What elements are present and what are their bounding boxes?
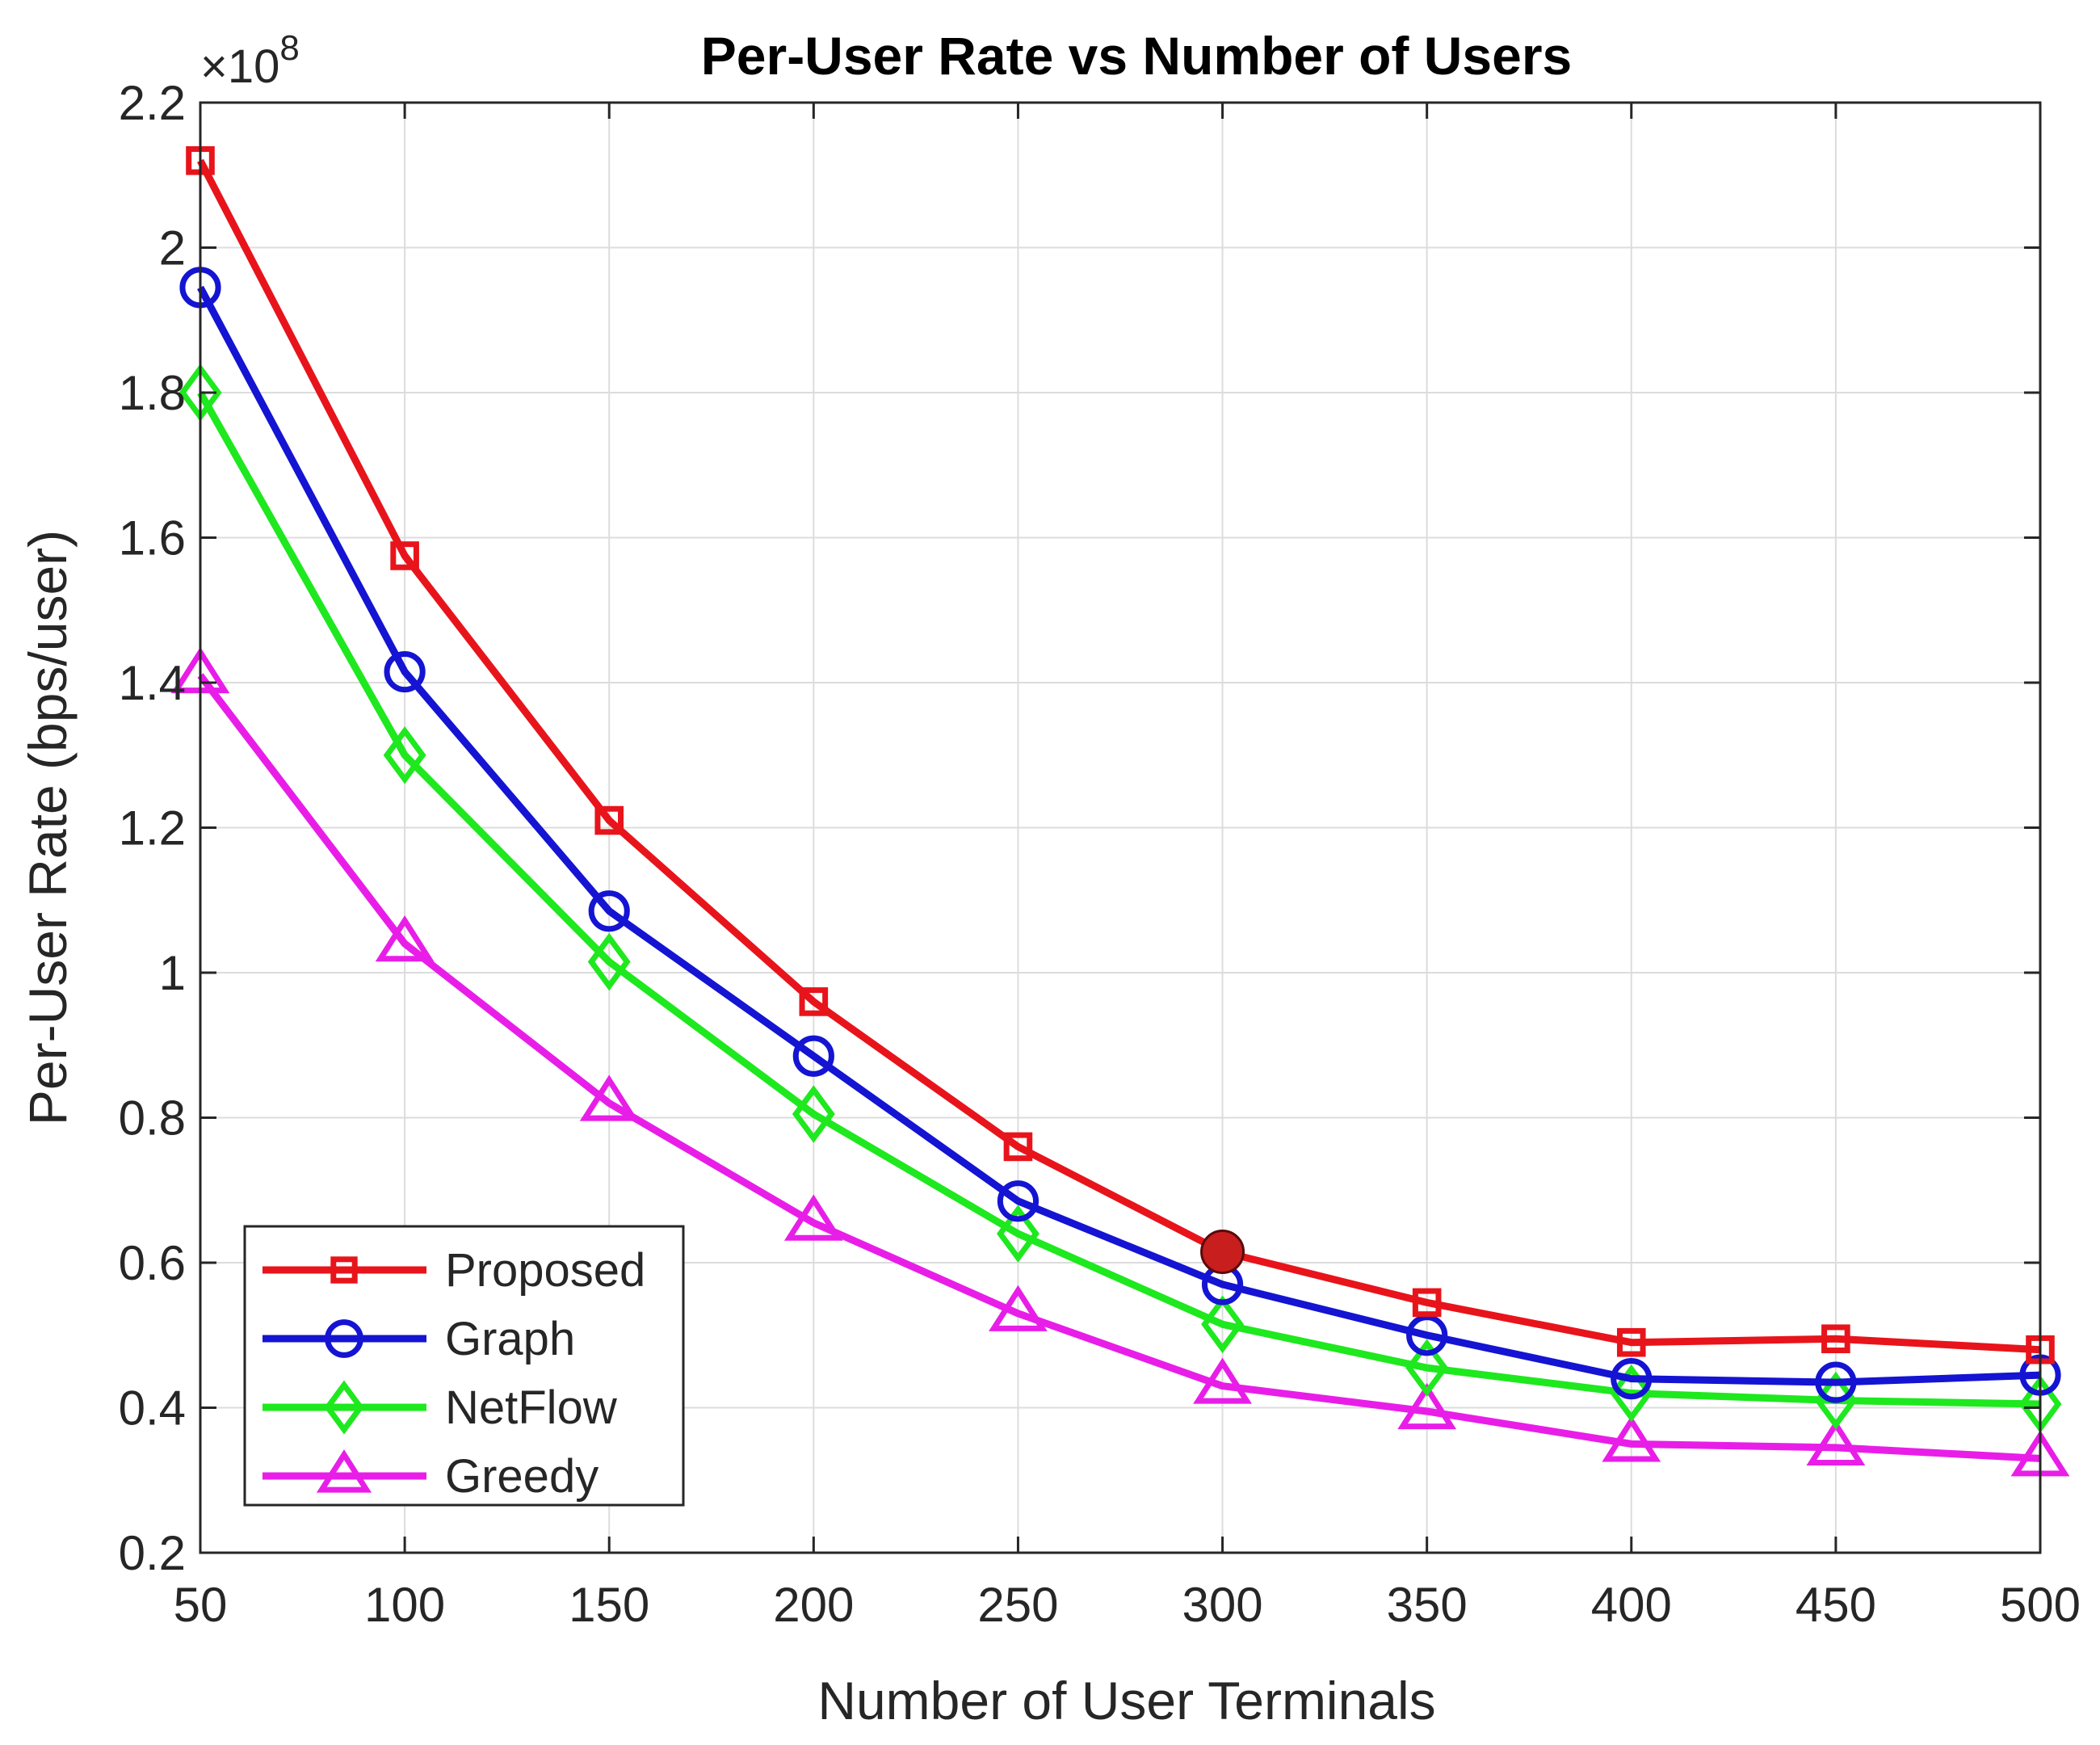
legend-label-proposed: Proposed bbox=[445, 1244, 645, 1297]
y-tick-label: 0.2 bbox=[119, 1526, 186, 1580]
data-point-netflow bbox=[1201, 1295, 1245, 1354]
data-point-proposed bbox=[1616, 1327, 1646, 1357]
series-graph bbox=[179, 267, 2061, 1403]
ticks: 50 100 150 200 250 300 350 400 450 500 0.2 0.4 0.6 0.… bbox=[119, 76, 2081, 1632]
data-point-greedy bbox=[1806, 1419, 1866, 1465]
data-point-graph bbox=[997, 1180, 1040, 1222]
data-point-proposed bbox=[390, 541, 419, 570]
data-point-proposed bbox=[594, 805, 624, 835]
legend-label-greedy: Greedy bbox=[445, 1450, 598, 1503]
x-tick-label: 100 bbox=[364, 1578, 445, 1632]
data-point-graph bbox=[1406, 1314, 1448, 1356]
legend-marker-greedy bbox=[316, 1449, 372, 1493]
legend-marker-graph bbox=[325, 1319, 363, 1358]
y-exponent-power: 8 bbox=[279, 28, 299, 68]
x-tick-label: 50 bbox=[174, 1578, 228, 1632]
y-tick-label: 1.4 bbox=[119, 656, 186, 710]
data-point-graph bbox=[588, 890, 630, 932]
data-point-graph bbox=[1611, 1358, 1653, 1400]
legend-marker-netflow bbox=[324, 1380, 364, 1435]
data-point-greedy bbox=[1193, 1357, 1252, 1404]
series-line-graph bbox=[197, 285, 2041, 1386]
data-point-greedy bbox=[989, 1285, 1048, 1331]
series-proposed bbox=[186, 146, 2055, 1364]
legend-label-netflow: NetFlow bbox=[445, 1381, 618, 1434]
x-tick-label: 300 bbox=[1182, 1578, 1263, 1632]
y-exponent-label: ×108 bbox=[200, 28, 300, 93]
data-point-netflow bbox=[792, 1085, 835, 1143]
series-layer bbox=[170, 146, 2070, 1477]
data-point-greedy bbox=[579, 1074, 639, 1121]
data-point-graph bbox=[1815, 1361, 1857, 1403]
data-point-proposed bbox=[799, 987, 829, 1016]
data-point-netflow bbox=[1405, 1339, 1449, 1397]
y-tick-label: 0.6 bbox=[119, 1236, 186, 1290]
annotation-layer bbox=[1200, 1230, 1245, 1275]
legend-label-graph: Graph bbox=[445, 1313, 575, 1365]
chart-title: Per-User Rate vs Number of Users bbox=[701, 26, 1572, 86]
data-point-proposed bbox=[1412, 1288, 1442, 1318]
x-tick-label: 200 bbox=[773, 1578, 854, 1632]
data-point-netflow bbox=[383, 725, 426, 784]
x-tick-label: 350 bbox=[1387, 1578, 1468, 1632]
data-point-netflow bbox=[587, 932, 631, 991]
series-netflow bbox=[178, 364, 2062, 1433]
data-point-proposed bbox=[1821, 1324, 1850, 1354]
series-line-netflow bbox=[197, 390, 2041, 1408]
x-tick-label: 150 bbox=[569, 1578, 649, 1632]
data-point-greedy bbox=[1397, 1382, 1457, 1430]
y-tick-label: 1 bbox=[159, 946, 186, 1000]
x-tick-label: 250 bbox=[977, 1578, 1058, 1632]
x-axis-label: Number of User Terminals bbox=[817, 1671, 1435, 1730]
data-point-netflow bbox=[996, 1205, 1040, 1263]
y-axis-label: Per-User Rate (bps/user) bbox=[18, 530, 78, 1125]
data-point-graph bbox=[792, 1035, 834, 1077]
x-tick-label: 450 bbox=[1796, 1578, 1876, 1632]
data-point-greedy bbox=[783, 1194, 843, 1241]
series-line-greedy bbox=[197, 673, 2041, 1462]
y-exponent-base: ×10 bbox=[200, 40, 279, 93]
y-tick-label: 1.2 bbox=[119, 801, 186, 856]
legend: Proposed Graph NetFlow Greedy bbox=[243, 1225, 685, 1507]
data-point-greedy bbox=[1602, 1415, 1661, 1462]
series-line-proposed bbox=[197, 158, 2041, 1354]
data-point-proposed bbox=[1003, 1132, 1033, 1162]
legend-marker-proposed bbox=[330, 1256, 358, 1284]
series-greedy bbox=[170, 646, 2070, 1477]
x-tick-label: 400 bbox=[1591, 1578, 1672, 1632]
highlight-point-marker bbox=[1200, 1230, 1245, 1275]
data-point-netflow bbox=[1610, 1364, 1653, 1423]
y-tick-label: 2 bbox=[159, 221, 186, 275]
x-tick-label: 500 bbox=[2000, 1578, 2081, 1632]
y-tick-label: 0.8 bbox=[119, 1091, 186, 1146]
y-tick-label: 0.4 bbox=[119, 1381, 186, 1436]
y-tick-label: 1.8 bbox=[119, 366, 186, 420]
grid bbox=[200, 102, 2041, 1554]
y-tick-label: 1.6 bbox=[119, 511, 186, 566]
data-point-graph bbox=[384, 650, 426, 693]
y-tick-label: 2.2 bbox=[119, 76, 186, 130]
data-point-greedy bbox=[375, 915, 435, 962]
